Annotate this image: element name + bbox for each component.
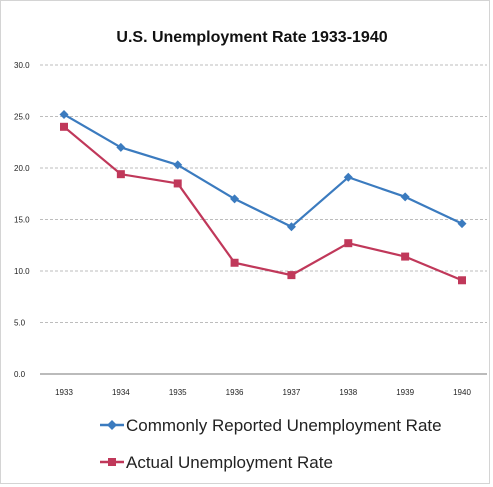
data-point (343, 172, 353, 182)
legend-entry: Actual Unemployment Rate (100, 453, 333, 472)
legend-label: Commonly Reported Unemployment Rate (126, 416, 442, 435)
y-tick-label: 10.0 (14, 267, 30, 276)
y-tick-label: 20.0 (14, 164, 30, 173)
data-point (230, 258, 239, 267)
legend-marker (107, 420, 117, 430)
data-point (60, 122, 68, 131)
data-point (286, 222, 296, 232)
legend: Commonly Reported Unemployment Rate Actua… (100, 416, 442, 472)
x-tick-label: 1937 (283, 388, 301, 397)
data-point (173, 160, 183, 170)
series-line (63, 125, 463, 282)
x-axis: 1933 1934 1935 1936 1937 1938 1939 1940 (55, 388, 471, 397)
x-tick-label: 1933 (55, 388, 73, 397)
series-lines (59, 109, 467, 285)
data-point (400, 192, 410, 202)
data-point (457, 219, 467, 229)
series-line (63, 113, 463, 228)
data-point (401, 252, 410, 261)
series (59, 109, 467, 232)
gridlines (40, 64, 487, 375)
legend-marker (108, 458, 116, 466)
y-axis: 0.0 5.0 10.0 15.0 20.0 25.0 30.0 (14, 61, 30, 379)
data-point (173, 179, 182, 188)
y-tick-label: 5.0 (14, 319, 26, 328)
data-point (287, 271, 296, 280)
data-point (344, 239, 353, 248)
x-tick-label: 1934 (112, 388, 130, 397)
x-tick-label: 1938 (339, 388, 357, 397)
y-tick-label: 0.0 (14, 370, 26, 379)
chart-title: U.S. Unemployment Rate 1933-1940 (116, 29, 387, 46)
x-tick-label: 1936 (226, 388, 244, 397)
legend-entry: Commonly Reported Unemployment Rate (100, 416, 442, 435)
x-tick-label: 1940 (453, 388, 471, 397)
x-tick-label: 1935 (169, 388, 187, 397)
data-point (116, 170, 125, 179)
series (60, 122, 466, 285)
y-tick-label: 15.0 (14, 216, 30, 225)
x-tick-label: 1939 (396, 388, 414, 397)
y-tick-label: 25.0 (14, 113, 30, 122)
legend-label: Actual Unemployment Rate (126, 453, 333, 472)
data-point (116, 142, 126, 152)
data-point (59, 109, 69, 119)
y-tick-label: 30.0 (14, 61, 30, 70)
data-point (458, 276, 466, 285)
data-point (230, 194, 240, 204)
